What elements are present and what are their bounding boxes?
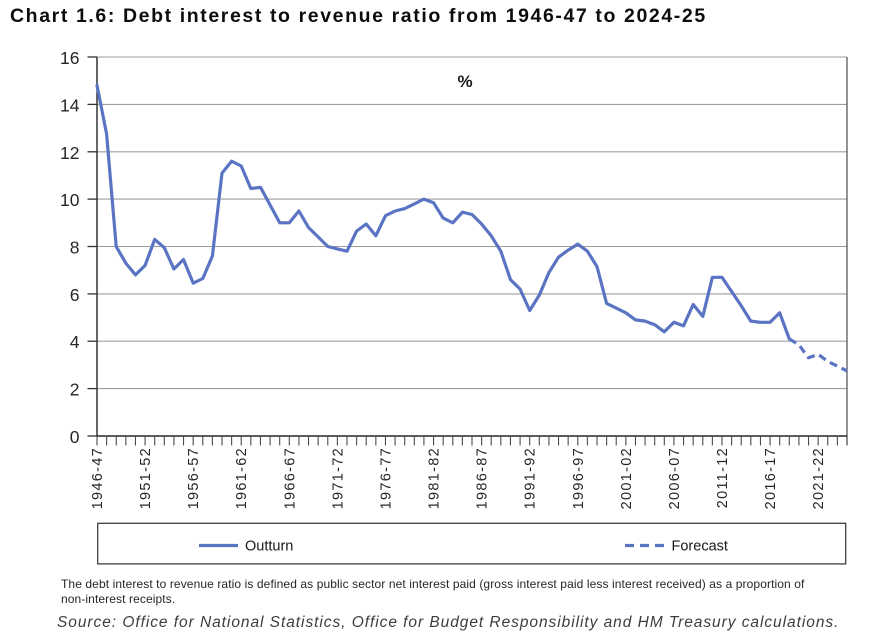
svg-text:Outturn: Outturn — [245, 539, 293, 555]
svg-text:1971-72: 1971-72 — [330, 447, 346, 509]
svg-text:1986-87: 1986-87 — [475, 447, 491, 509]
svg-text:14: 14 — [60, 95, 80, 115]
svg-text:1951-52: 1951-52 — [138, 447, 154, 509]
svg-text:1981-82: 1981-82 — [427, 447, 443, 509]
svg-text:Forecast: Forecast — [672, 539, 728, 555]
svg-text:2001-02: 2001-02 — [619, 447, 635, 509]
svg-text:1956-57: 1956-57 — [186, 447, 202, 509]
svg-text:2: 2 — [70, 380, 80, 400]
svg-text:0: 0 — [70, 427, 80, 447]
svg-text:8: 8 — [70, 238, 80, 258]
svg-text:%: % — [457, 72, 472, 91]
svg-text:1946-47: 1946-47 — [90, 447, 106, 509]
svg-text:4: 4 — [70, 332, 80, 352]
svg-text:1961-62: 1961-62 — [234, 447, 250, 509]
svg-text:10: 10 — [60, 190, 80, 210]
svg-text:16: 16 — [60, 48, 79, 68]
svg-text:1996-97: 1996-97 — [571, 447, 587, 509]
svg-text:1976-77: 1976-77 — [379, 447, 395, 509]
svg-text:2011-12: 2011-12 — [715, 447, 731, 508]
svg-text:2021-22: 2021-22 — [811, 447, 827, 509]
svg-text:1991-92: 1991-92 — [523, 447, 539, 509]
svg-text:1966-67: 1966-67 — [282, 447, 298, 509]
svg-text:6: 6 — [70, 285, 80, 305]
svg-text:2016-17: 2016-17 — [763, 447, 779, 509]
svg-text:12: 12 — [60, 143, 79, 163]
svg-text:2006-07: 2006-07 — [667, 447, 683, 509]
